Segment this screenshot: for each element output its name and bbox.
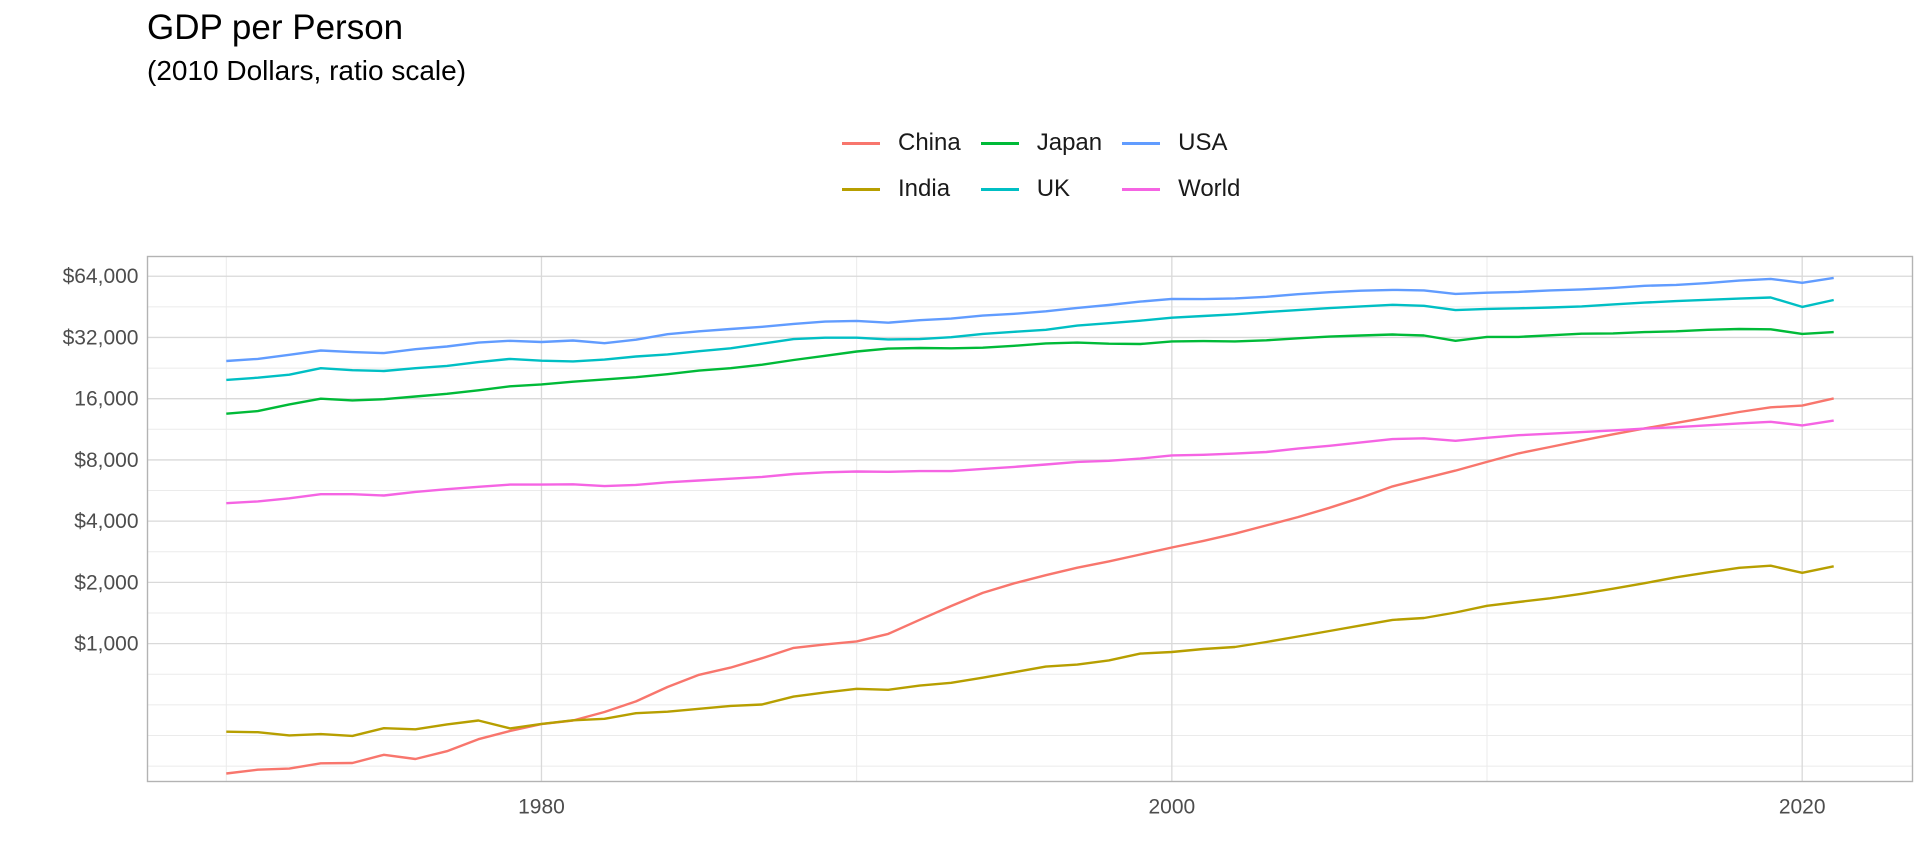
- y-tick-label: $32,000: [63, 326, 139, 349]
- legend-item-india: India: [842, 172, 961, 206]
- axis-tick-labels: $1,000 $2,000 $4,000 $8,000 16,000 $32,000 $64…: [63, 265, 1826, 818]
- legend-swatch: [980, 187, 1019, 191]
- x-tick-label: 2000: [1148, 796, 1195, 819]
- series-line-usa: [226, 276, 1834, 363]
- legend-swatch: [980, 141, 1019, 145]
- y-tick-label: $64,000: [63, 265, 139, 288]
- legend-item-china: China: [842, 126, 961, 160]
- legend-label: India: [898, 175, 951, 202]
- series-line-china: [226, 397, 1834, 775]
- legend-item-uk: UK: [980, 172, 1102, 206]
- series-line-india: [226, 564, 1834, 738]
- chart-title: GDP per Person: [147, 8, 404, 47]
- x-tick-label: 2020: [1779, 796, 1826, 819]
- series-line-uk: [226, 296, 1834, 382]
- series-line-world: [226, 419, 1834, 505]
- series-line-japan: [226, 327, 1834, 415]
- chart-subtitle: (2010 Dollars, ratio scale): [147, 55, 467, 86]
- legend-label: USA: [1178, 129, 1228, 156]
- legend-label: UK: [1036, 175, 1071, 202]
- y-tick-label: 16,000: [74, 388, 138, 411]
- legend-item-japan: Japan: [980, 126, 1103, 160]
- y-tick-label: $4,000: [74, 510, 138, 533]
- legend-label: World: [1178, 175, 1241, 202]
- legend-swatch: [1122, 187, 1161, 191]
- legend-swatch: [842, 141, 880, 145]
- plot-panel-border: [146, 255, 1914, 783]
- y-tick-label: $1,000: [74, 633, 138, 656]
- legend-swatch: [842, 187, 880, 191]
- y-tick-label: $2,000: [74, 571, 138, 594]
- series-lines: [226, 276, 1834, 775]
- y-tick-label: $8,000: [74, 449, 138, 472]
- legend-item-usa: USA: [1122, 126, 1240, 160]
- legend-swatch: [1122, 141, 1161, 145]
- grid-lines: [147, 256, 1913, 782]
- legend-label: Japan: [1036, 129, 1103, 156]
- legend: China Japan USA India UK World: [842, 126, 1262, 206]
- legend-item-world: World: [1122, 172, 1240, 206]
- legend-label: China: [898, 129, 961, 156]
- x-tick-label: 1980: [518, 796, 565, 819]
